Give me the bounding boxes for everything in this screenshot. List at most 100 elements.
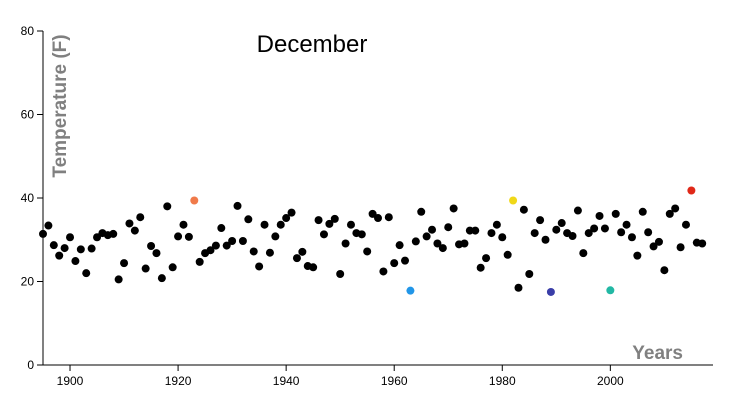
data-point xyxy=(422,232,431,241)
data-point xyxy=(174,232,183,241)
data-point xyxy=(109,229,118,238)
data-point xyxy=(584,229,593,238)
data-point xyxy=(498,233,507,242)
data-point xyxy=(298,247,307,256)
data-point xyxy=(228,237,237,246)
data-point xyxy=(606,286,615,295)
data-point xyxy=(71,257,80,266)
data-point xyxy=(249,247,258,256)
data-point xyxy=(87,244,96,253)
data-point xyxy=(681,220,690,229)
data-point xyxy=(325,219,334,228)
data-point xyxy=(168,263,177,272)
data-point xyxy=(503,250,512,259)
data-point xyxy=(579,249,588,258)
data-point xyxy=(536,216,545,225)
data-point xyxy=(114,275,123,284)
data-point xyxy=(471,226,480,235)
data-point xyxy=(411,237,420,246)
data-point xyxy=(428,225,437,234)
y-tick-label: 0 xyxy=(27,358,34,372)
data-point xyxy=(238,237,247,246)
data-point xyxy=(179,220,188,229)
data-point xyxy=(141,264,150,273)
data-point xyxy=(206,246,215,255)
data-point xyxy=(460,239,469,248)
data-point xyxy=(368,209,377,218)
data-point xyxy=(449,204,458,213)
data-point xyxy=(195,257,204,266)
data-point xyxy=(163,202,172,211)
data-point xyxy=(660,266,669,275)
y-tick-label: 80 xyxy=(21,24,35,38)
data-point xyxy=(184,232,193,241)
data-point xyxy=(573,206,582,215)
data-point xyxy=(222,241,231,250)
data-point xyxy=(147,242,156,251)
data-point xyxy=(255,262,264,271)
data-point xyxy=(44,221,53,230)
data-point xyxy=(346,220,355,229)
data-point xyxy=(487,229,496,238)
data-point xyxy=(136,213,145,222)
data-point xyxy=(622,220,631,229)
data-point xyxy=(265,248,274,257)
data-point xyxy=(309,263,318,272)
x-tick-label: 2000 xyxy=(597,374,624,388)
chart-title: December xyxy=(257,31,368,58)
y-tick-label: 40 xyxy=(21,191,35,205)
data-point xyxy=(514,283,523,292)
data-point xyxy=(557,219,566,228)
data-point xyxy=(390,259,399,268)
data-point xyxy=(260,220,269,229)
y-tick-label: 20 xyxy=(21,275,35,289)
data-point xyxy=(276,220,285,229)
data-point xyxy=(552,225,561,234)
data-point xyxy=(157,274,166,283)
data-point xyxy=(152,249,161,258)
data-point xyxy=(292,254,301,263)
data-point xyxy=(519,205,528,214)
data-point xyxy=(395,241,404,250)
data-point xyxy=(482,254,491,263)
x-tick-label: 1960 xyxy=(381,374,408,388)
data-point xyxy=(211,241,220,250)
data-point xyxy=(671,204,680,213)
data-point xyxy=(49,241,58,250)
data-point xyxy=(417,207,426,216)
data-point xyxy=(357,230,366,239)
y-tick-label: 60 xyxy=(21,108,35,122)
data-point xyxy=(665,209,674,218)
data-point xyxy=(314,216,323,225)
data-point xyxy=(509,196,518,205)
data-point xyxy=(125,219,134,228)
data-point xyxy=(611,209,620,218)
data-point xyxy=(438,244,447,253)
data-point xyxy=(120,259,129,268)
data-point xyxy=(600,224,609,233)
data-point xyxy=(476,263,485,272)
data-point xyxy=(93,233,102,242)
data-point xyxy=(406,286,415,295)
data-point xyxy=(687,186,696,195)
data-point xyxy=(698,239,707,248)
data-point xyxy=(271,232,280,241)
data-point xyxy=(287,208,296,217)
data-point xyxy=(336,269,345,278)
data-point xyxy=(568,231,577,240)
data-point xyxy=(492,220,501,229)
x-tick-label: 1940 xyxy=(273,374,300,388)
data-point xyxy=(649,242,658,251)
data-point xyxy=(282,214,291,223)
x-tick-label: 1900 xyxy=(57,374,84,388)
data-point xyxy=(433,239,442,248)
data-point xyxy=(384,213,393,222)
data-point xyxy=(60,244,69,253)
data-point xyxy=(541,235,550,244)
data-point xyxy=(82,269,91,278)
data-point xyxy=(401,256,410,265)
data-point xyxy=(130,226,139,235)
x-axis-title: Years xyxy=(632,343,683,364)
data-point xyxy=(55,251,64,260)
